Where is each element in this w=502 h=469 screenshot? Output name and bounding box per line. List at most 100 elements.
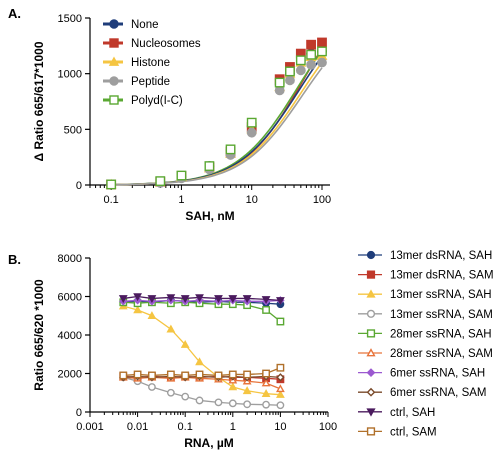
- y-tick-label: 4000: [58, 330, 82, 342]
- data-point: [317, 57, 327, 68]
- data-point: [147, 311, 157, 320]
- y-axis-title: Ratio 665/620 *1000: [32, 279, 46, 391]
- data-point: [262, 369, 270, 378]
- legend-entry: Peptide: [131, 76, 170, 88]
- data-point: [243, 400, 252, 409]
- legend-entry: ctrl, SAM: [390, 426, 437, 438]
- legend: 13mer dsRNA, SAH 13mer dsRNA, SAM 13mer ss…: [358, 250, 494, 438]
- legend-entry: 13mer dsRNA, SAH: [390, 250, 492, 262]
- x-tick-label: 0.1: [104, 194, 119, 206]
- data-point: [317, 37, 327, 48]
- x-tick-label: 10: [274, 421, 286, 433]
- series-9: [118, 293, 285, 305]
- series-4: [119, 373, 285, 410]
- data-point: [166, 388, 175, 397]
- legend-entry: None: [131, 19, 159, 31]
- data-point: [276, 373, 285, 382]
- legend-entry: ctrl, SAH: [390, 407, 435, 419]
- legend-entry: 28mer ssRNA, SAH: [390, 328, 492, 340]
- data-point: [261, 378, 271, 387]
- y-tick-label: 2000: [58, 369, 82, 381]
- data-point: [366, 348, 376, 357]
- y-tick-label: 0: [76, 407, 82, 419]
- y-tick-label: 0: [76, 180, 82, 192]
- data-point: [109, 38, 119, 48]
- data-point: [285, 75, 295, 86]
- x-tick-label: 100: [313, 194, 331, 206]
- data-point: [276, 317, 285, 326]
- data-point: [148, 371, 156, 380]
- data-point: [366, 408, 376, 417]
- chart-panel-2: B. 0 2000 4000 6000 8000 0.001 0.01 0.1 1 10 100 RNA…: [8, 250, 494, 450]
- x-axis-title: RNA, µM: [184, 436, 234, 450]
- panel-label: B.: [8, 252, 21, 267]
- data-point: [295, 55, 306, 66]
- y-tick-label: 6000: [58, 292, 82, 304]
- data-point: [228, 382, 238, 391]
- data-point: [204, 161, 215, 171]
- data-point: [262, 400, 270, 409]
- data-point: [118, 295, 128, 304]
- data-point: [306, 59, 317, 70]
- series-5: [106, 46, 327, 190]
- data-point: [295, 65, 306, 76]
- data-point: [180, 295, 190, 304]
- data-point: [306, 39, 317, 50]
- data-point: [106, 179, 117, 190]
- data-point: [214, 295, 223, 304]
- legend-entry: 6mer ssRNA, SAH: [390, 368, 485, 380]
- x-tick-label: 0.1: [178, 421, 193, 433]
- data-point: [366, 329, 376, 338]
- legend-entry: Histone: [131, 57, 170, 69]
- data-point: [276, 297, 285, 305]
- data-point: [133, 293, 142, 302]
- data-point: [246, 117, 257, 128]
- data-point: [261, 389, 271, 397]
- data-point: [176, 170, 187, 181]
- data-point: [166, 324, 176, 333]
- data-point: [195, 357, 204, 366]
- data-point: [133, 370, 142, 379]
- data-point: [366, 368, 376, 377]
- legend-entry: Polyd(I-C): [131, 95, 183, 107]
- data-point: [276, 384, 285, 393]
- y-axis-title: Δ Ratio 665/617*1000: [32, 41, 46, 161]
- data-point: [306, 49, 317, 60]
- data-point: [276, 363, 285, 372]
- data-point: [195, 396, 204, 405]
- fit-curve: [111, 67, 323, 186]
- data-point: [133, 305, 142, 314]
- x-tick-label: 10: [246, 194, 258, 206]
- data-point: [261, 296, 271, 305]
- data-point: [214, 398, 223, 407]
- data-point: [262, 306, 270, 314]
- data-point: [181, 371, 190, 380]
- y-tick-label: 1000: [58, 69, 82, 81]
- data-point: [243, 370, 252, 379]
- legend-entry: 6mer ssRNA, SAM: [390, 387, 487, 399]
- data-point: [155, 176, 166, 187]
- x-tick-label: 100: [319, 421, 337, 433]
- series-10: [119, 363, 285, 380]
- data-point: [242, 386, 252, 395]
- data-point: [180, 339, 190, 348]
- data-point: [285, 66, 295, 77]
- data-point: [317, 46, 327, 57]
- data-point: [195, 370, 204, 379]
- x-tick-label: 1: [178, 194, 184, 206]
- data-point: [109, 76, 119, 86]
- data-point: [109, 19, 119, 29]
- legend-entry: Nucleosomes: [131, 38, 201, 50]
- legend-entry: 13mer ssRNA, SAH: [390, 289, 492, 301]
- data-point: [366, 270, 376, 279]
- data-point: [119, 371, 128, 380]
- data-point: [274, 77, 285, 88]
- data-point: [242, 295, 252, 304]
- x-tick-label: 0.01: [127, 421, 148, 433]
- data-point: [228, 370, 237, 379]
- data-point: [148, 383, 156, 391]
- data-point: [228, 399, 237, 408]
- data-point: [366, 289, 376, 298]
- legend-entry: 13mer ssRNA, SAM: [390, 309, 493, 321]
